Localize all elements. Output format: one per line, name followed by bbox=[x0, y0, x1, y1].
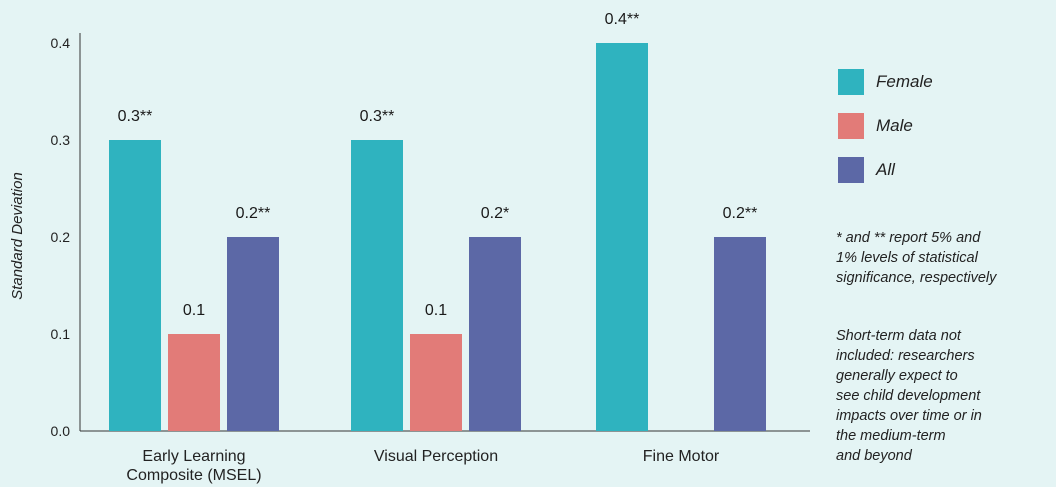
legend-item-male: Male bbox=[838, 104, 933, 148]
significance-note: * and ** report 5% and 1% levels of stat… bbox=[836, 228, 1056, 288]
significance-note-line: 1% levels of statistical bbox=[836, 250, 978, 266]
short-term-note-line: generally expect to bbox=[836, 368, 958, 384]
data-label-all: 0.2** bbox=[236, 205, 271, 222]
data-label-female: 0.3** bbox=[118, 108, 153, 125]
short-term-note-line: included: researchers bbox=[836, 348, 975, 364]
x-tick-label: Composite (MSEL) bbox=[126, 467, 261, 484]
short-term-note-line: the medium-term bbox=[836, 428, 946, 444]
y-tick-label: 0.1 bbox=[51, 326, 71, 342]
y-tick-label: 0.3 bbox=[51, 132, 71, 148]
bar-female bbox=[351, 140, 403, 431]
x-tick-label: Visual Perception bbox=[374, 448, 498, 465]
data-label-male: 0.1 bbox=[183, 302, 205, 319]
x-tick-label: Early Learning bbox=[142, 448, 245, 465]
bar-female bbox=[596, 43, 648, 431]
data-label-female: 0.3** bbox=[360, 108, 395, 125]
x-tick-label: Fine Motor bbox=[643, 448, 720, 465]
bar-male bbox=[410, 334, 462, 431]
legend-swatch-all bbox=[838, 157, 864, 183]
short-term-note-line: and beyond bbox=[836, 448, 912, 464]
short-term-note-line: Short-term data not bbox=[836, 328, 961, 344]
short-term-note: Short-term data not included: researcher… bbox=[836, 326, 1056, 466]
short-term-note-line: impacts over time or in bbox=[836, 408, 982, 424]
y-axis-label: Standard Deviation bbox=[9, 172, 26, 300]
bar-male bbox=[168, 334, 220, 431]
bar-female bbox=[109, 140, 161, 431]
legend-swatch-female bbox=[838, 69, 864, 95]
legend-label-female: Female bbox=[876, 72, 933, 91]
y-tick-label: 0.0 bbox=[51, 423, 71, 439]
data-label-all: 0.2* bbox=[481, 205, 509, 222]
significance-note-line: * and ** report 5% and bbox=[836, 230, 981, 246]
data-label-male: 0.1 bbox=[425, 302, 447, 319]
y-tick-label: 0.2 bbox=[51, 229, 71, 245]
legend-label-male: Male bbox=[876, 116, 913, 135]
chart-legend: Female Male All bbox=[838, 60, 933, 192]
data-label-female: 0.4** bbox=[605, 11, 640, 28]
bar-chart: 0.0 0.1 0.2 0.3 0.4 Standard Deviation 0.3** 0.… bbox=[9, 11, 810, 484]
legend-label-all: All bbox=[876, 160, 895, 179]
bar-all bbox=[469, 237, 521, 431]
bar-all bbox=[227, 237, 279, 431]
y-tick-label: 0.4 bbox=[51, 35, 71, 51]
bar-all bbox=[714, 237, 766, 431]
significance-note-line: significance, respectively bbox=[836, 270, 997, 286]
data-label-all: 0.2** bbox=[723, 205, 758, 222]
short-term-note-line: see child development bbox=[836, 388, 981, 404]
legend-swatch-male bbox=[838, 113, 864, 139]
legend-item-all: All bbox=[838, 148, 933, 192]
legend-item-female: Female bbox=[838, 60, 933, 104]
